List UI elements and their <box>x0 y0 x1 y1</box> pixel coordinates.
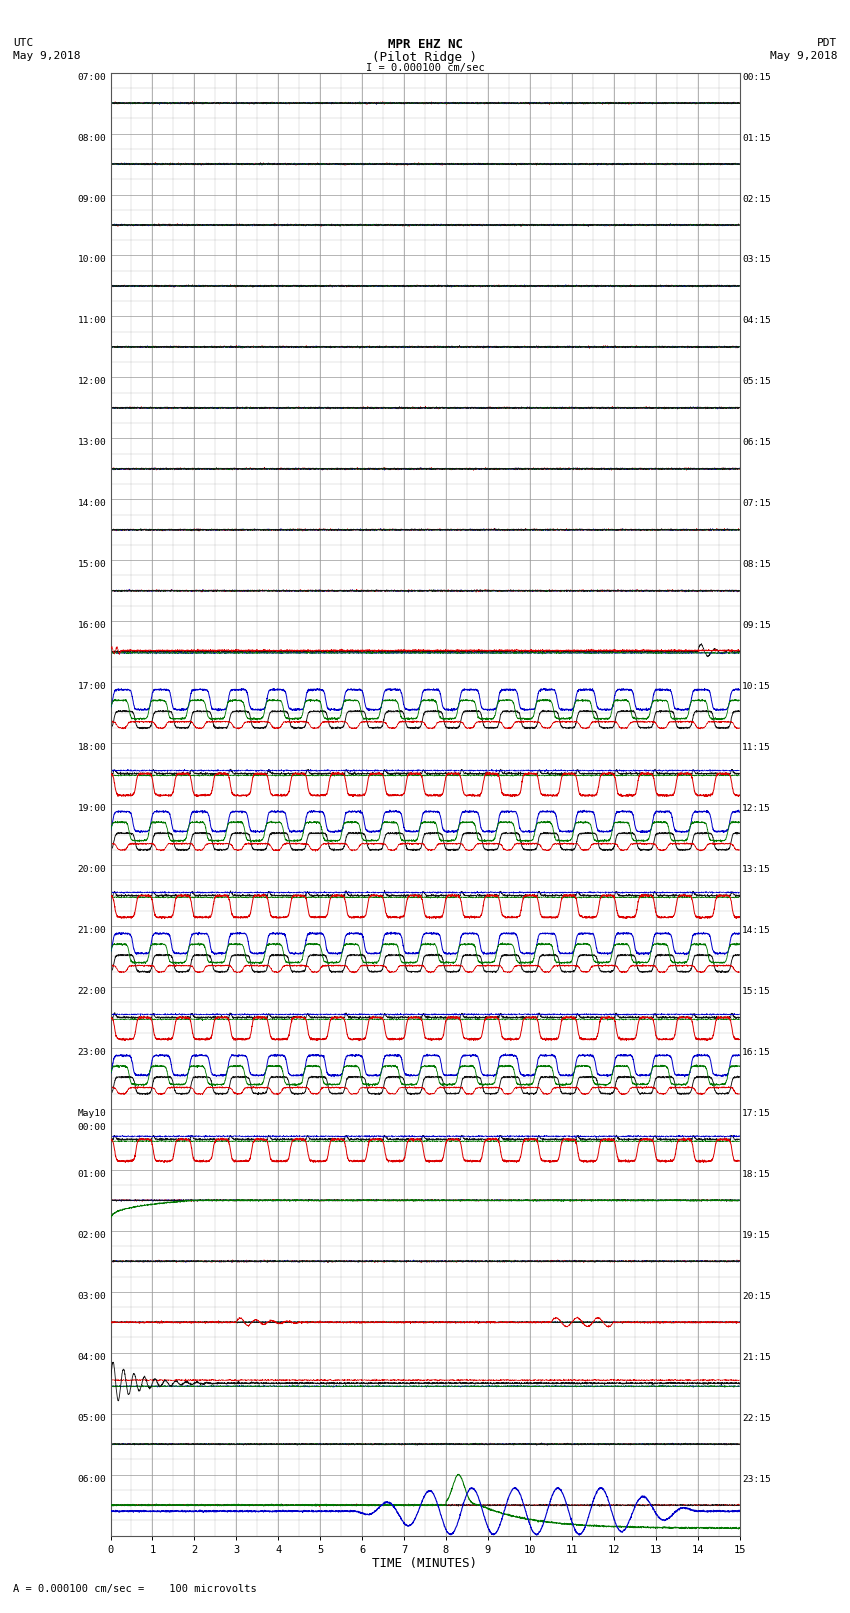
Text: May10: May10 <box>77 1108 106 1118</box>
Text: 20:15: 20:15 <box>742 1292 771 1300</box>
X-axis label: TIME (MINUTES): TIME (MINUTES) <box>372 1558 478 1571</box>
Text: 23:15: 23:15 <box>742 1474 771 1484</box>
Text: I = 0.000100 cm/sec: I = 0.000100 cm/sec <box>366 63 484 73</box>
Text: 22:15: 22:15 <box>742 1413 771 1423</box>
Text: 19:15: 19:15 <box>742 1231 771 1240</box>
Text: 12:00: 12:00 <box>77 377 106 387</box>
Text: 02:15: 02:15 <box>742 195 771 203</box>
Text: 21:15: 21:15 <box>742 1353 771 1361</box>
Text: 04:00: 04:00 <box>77 1353 106 1361</box>
Text: MPR EHZ NC: MPR EHZ NC <box>388 37 462 52</box>
Text: 07:15: 07:15 <box>742 500 771 508</box>
Text: 00:00: 00:00 <box>77 1123 106 1132</box>
Text: 03:00: 03:00 <box>77 1292 106 1300</box>
Text: 11:15: 11:15 <box>742 744 771 752</box>
Text: 01:15: 01:15 <box>742 134 771 142</box>
Text: 00:15: 00:15 <box>742 73 771 82</box>
Text: 15:00: 15:00 <box>77 560 106 569</box>
Text: 03:15: 03:15 <box>742 255 771 265</box>
Text: 20:00: 20:00 <box>77 865 106 874</box>
Text: 06:15: 06:15 <box>742 439 771 447</box>
Text: 17:00: 17:00 <box>77 682 106 690</box>
Text: 18:15: 18:15 <box>742 1169 771 1179</box>
Text: UTC: UTC <box>13 37 33 48</box>
Text: 19:00: 19:00 <box>77 803 106 813</box>
Text: 08:15: 08:15 <box>742 560 771 569</box>
Text: PDT: PDT <box>817 37 837 48</box>
Text: A = 0.000100 cm/sec =    100 microvolts: A = 0.000100 cm/sec = 100 microvolts <box>13 1584 257 1594</box>
Text: 10:15: 10:15 <box>742 682 771 690</box>
Text: 22:00: 22:00 <box>77 987 106 995</box>
Text: 06:00: 06:00 <box>77 1474 106 1484</box>
Text: 05:00: 05:00 <box>77 1413 106 1423</box>
Text: 11:00: 11:00 <box>77 316 106 326</box>
Text: 07:00: 07:00 <box>77 73 106 82</box>
Text: 04:15: 04:15 <box>742 316 771 326</box>
Text: 09:00: 09:00 <box>77 195 106 203</box>
Text: 15:15: 15:15 <box>742 987 771 995</box>
Text: 13:15: 13:15 <box>742 865 771 874</box>
Text: 21:00: 21:00 <box>77 926 106 936</box>
Text: (Pilot Ridge ): (Pilot Ridge ) <box>372 50 478 65</box>
Text: May 9,2018: May 9,2018 <box>13 50 80 61</box>
Text: 09:15: 09:15 <box>742 621 771 631</box>
Text: 02:00: 02:00 <box>77 1231 106 1240</box>
Text: 10:00: 10:00 <box>77 255 106 265</box>
Text: 16:00: 16:00 <box>77 621 106 631</box>
Text: 16:15: 16:15 <box>742 1048 771 1057</box>
Text: 14:15: 14:15 <box>742 926 771 936</box>
Text: May 9,2018: May 9,2018 <box>770 50 837 61</box>
Text: 13:00: 13:00 <box>77 439 106 447</box>
Text: 14:00: 14:00 <box>77 500 106 508</box>
Text: 12:15: 12:15 <box>742 803 771 813</box>
Text: 23:00: 23:00 <box>77 1048 106 1057</box>
Text: 18:00: 18:00 <box>77 744 106 752</box>
Text: 01:00: 01:00 <box>77 1169 106 1179</box>
Text: 05:15: 05:15 <box>742 377 771 387</box>
Text: 08:00: 08:00 <box>77 134 106 142</box>
Text: 17:15: 17:15 <box>742 1108 771 1118</box>
